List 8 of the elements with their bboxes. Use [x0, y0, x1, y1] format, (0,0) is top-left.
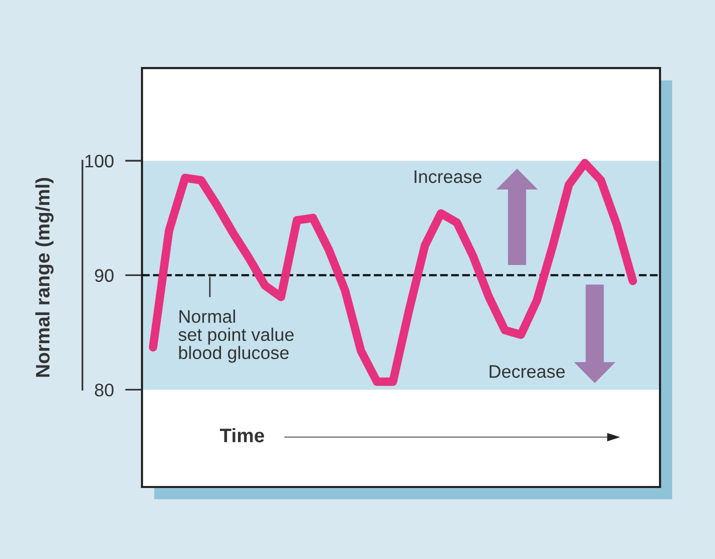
y-tick-label: 100	[85, 154, 114, 168]
y-tick-label: 90	[94, 269, 114, 282]
y-tick-label: 80	[94, 384, 114, 396]
annotation: Increase	[414, 170, 482, 184]
annotation: Decrease	[490, 365, 565, 378]
ref-line-label: Normal set point value blood glucose	[178, 310, 294, 363]
x-axis-title: Time	[220, 428, 264, 442]
y-axis-title: Normal range (mg/ml)	[35, 178, 54, 377]
